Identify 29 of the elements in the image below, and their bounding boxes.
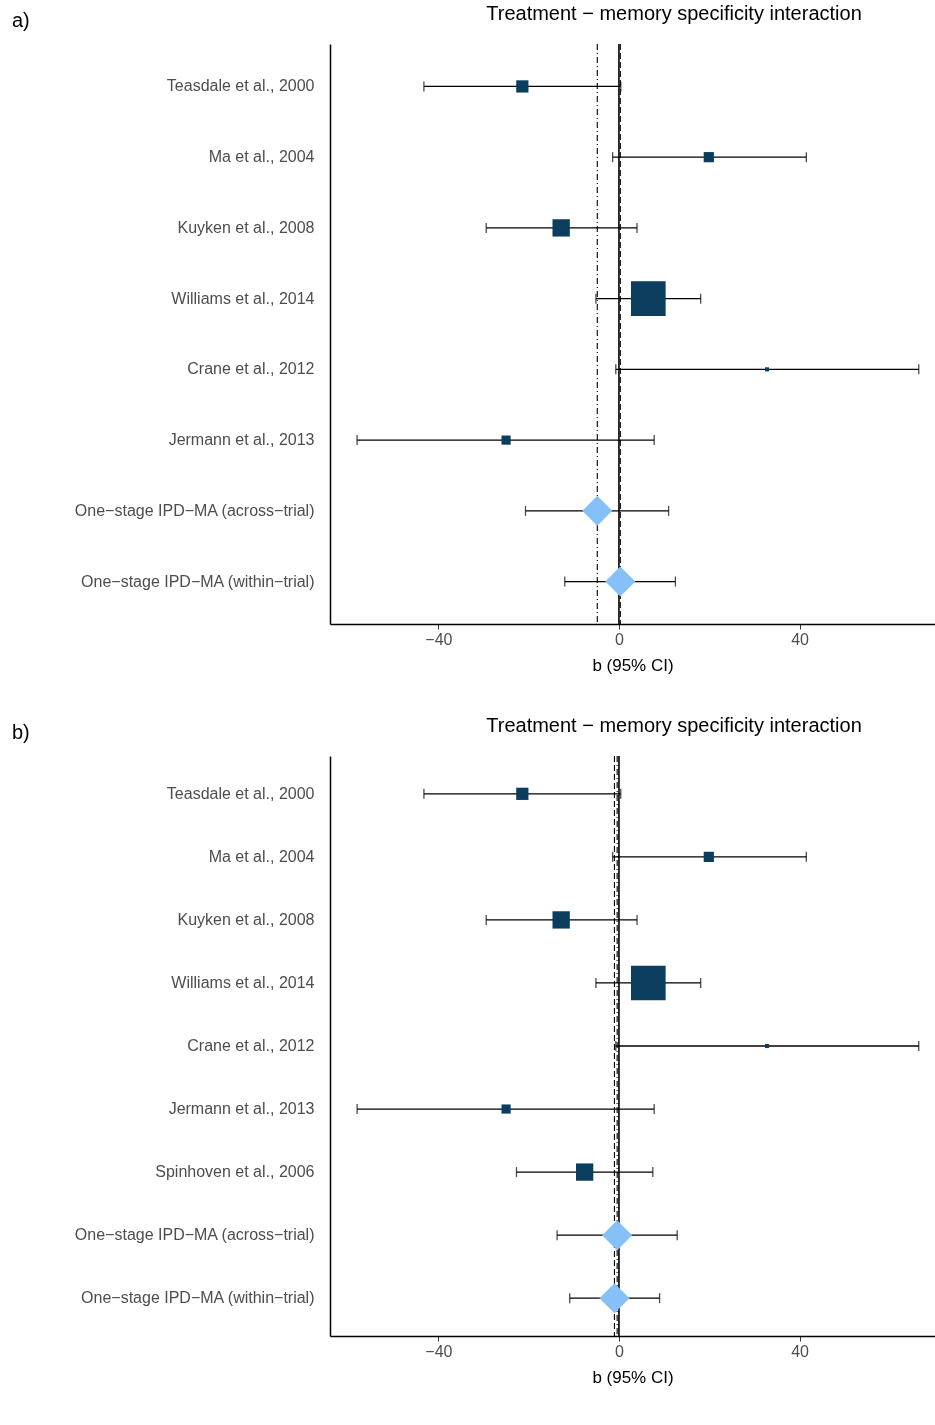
x-tick-label: 40 — [791, 1342, 810, 1360]
y-tick-label: One−stage IPD−MA (across−trial) — [74, 501, 315, 519]
chart-title: Treatment − memory specificity interaction — [486, 714, 862, 736]
y-tick-label: Williams et al., 2014 — [171, 289, 315, 307]
y-tick-label: Williams et al., 2014 — [171, 973, 315, 991]
x-tick-label: −40 — [425, 1342, 453, 1360]
x-axis-title: b (95% CI) — [592, 655, 674, 675]
chart-title: Treatment − memory specificity interaction — [486, 2, 862, 24]
y-tick-label: Spinhoven et al., 2006 — [155, 1163, 315, 1181]
y-tick-label: Jermann et al., 2013 — [168, 1100, 315, 1118]
x-axis-title: b (95% CI) — [592, 1367, 674, 1387]
x-tick-label: −40 — [425, 630, 453, 648]
x-tick-label: 40 — [791, 630, 810, 648]
y-tick-label: Teasdale et al., 2000 — [166, 784, 315, 802]
y-tick-label: Ma et al., 2004 — [208, 847, 315, 865]
y-tick-label: Crane et al., 2012 — [187, 1037, 315, 1054]
y-tick-label: One−stage IPD−MA (within−trial) — [81, 1289, 315, 1307]
y-tick-label: One−stage IPD−MA (across−trial) — [74, 1226, 315, 1244]
y-tick-label: Crane et al., 2012 — [187, 360, 315, 378]
y-tick-label: Jermann et al., 2013 — [168, 431, 315, 449]
text: a) — [12, 9, 30, 31]
y-tick-label: One−stage IPD−MA (within−trial) — [81, 572, 315, 590]
text: b) — [12, 721, 30, 743]
x-tick-label: 0 — [615, 630, 624, 648]
y-tick-label: Kuyken et al., 2008 — [177, 910, 315, 928]
y-tick-label: Kuyken et al., 2008 — [177, 218, 315, 236]
x-tick-label: 0 — [615, 1342, 624, 1360]
y-tick-label: Ma et al., 2004 — [208, 148, 315, 166]
y-tick-label: Teasdale et al., 2000 — [166, 77, 315, 95]
